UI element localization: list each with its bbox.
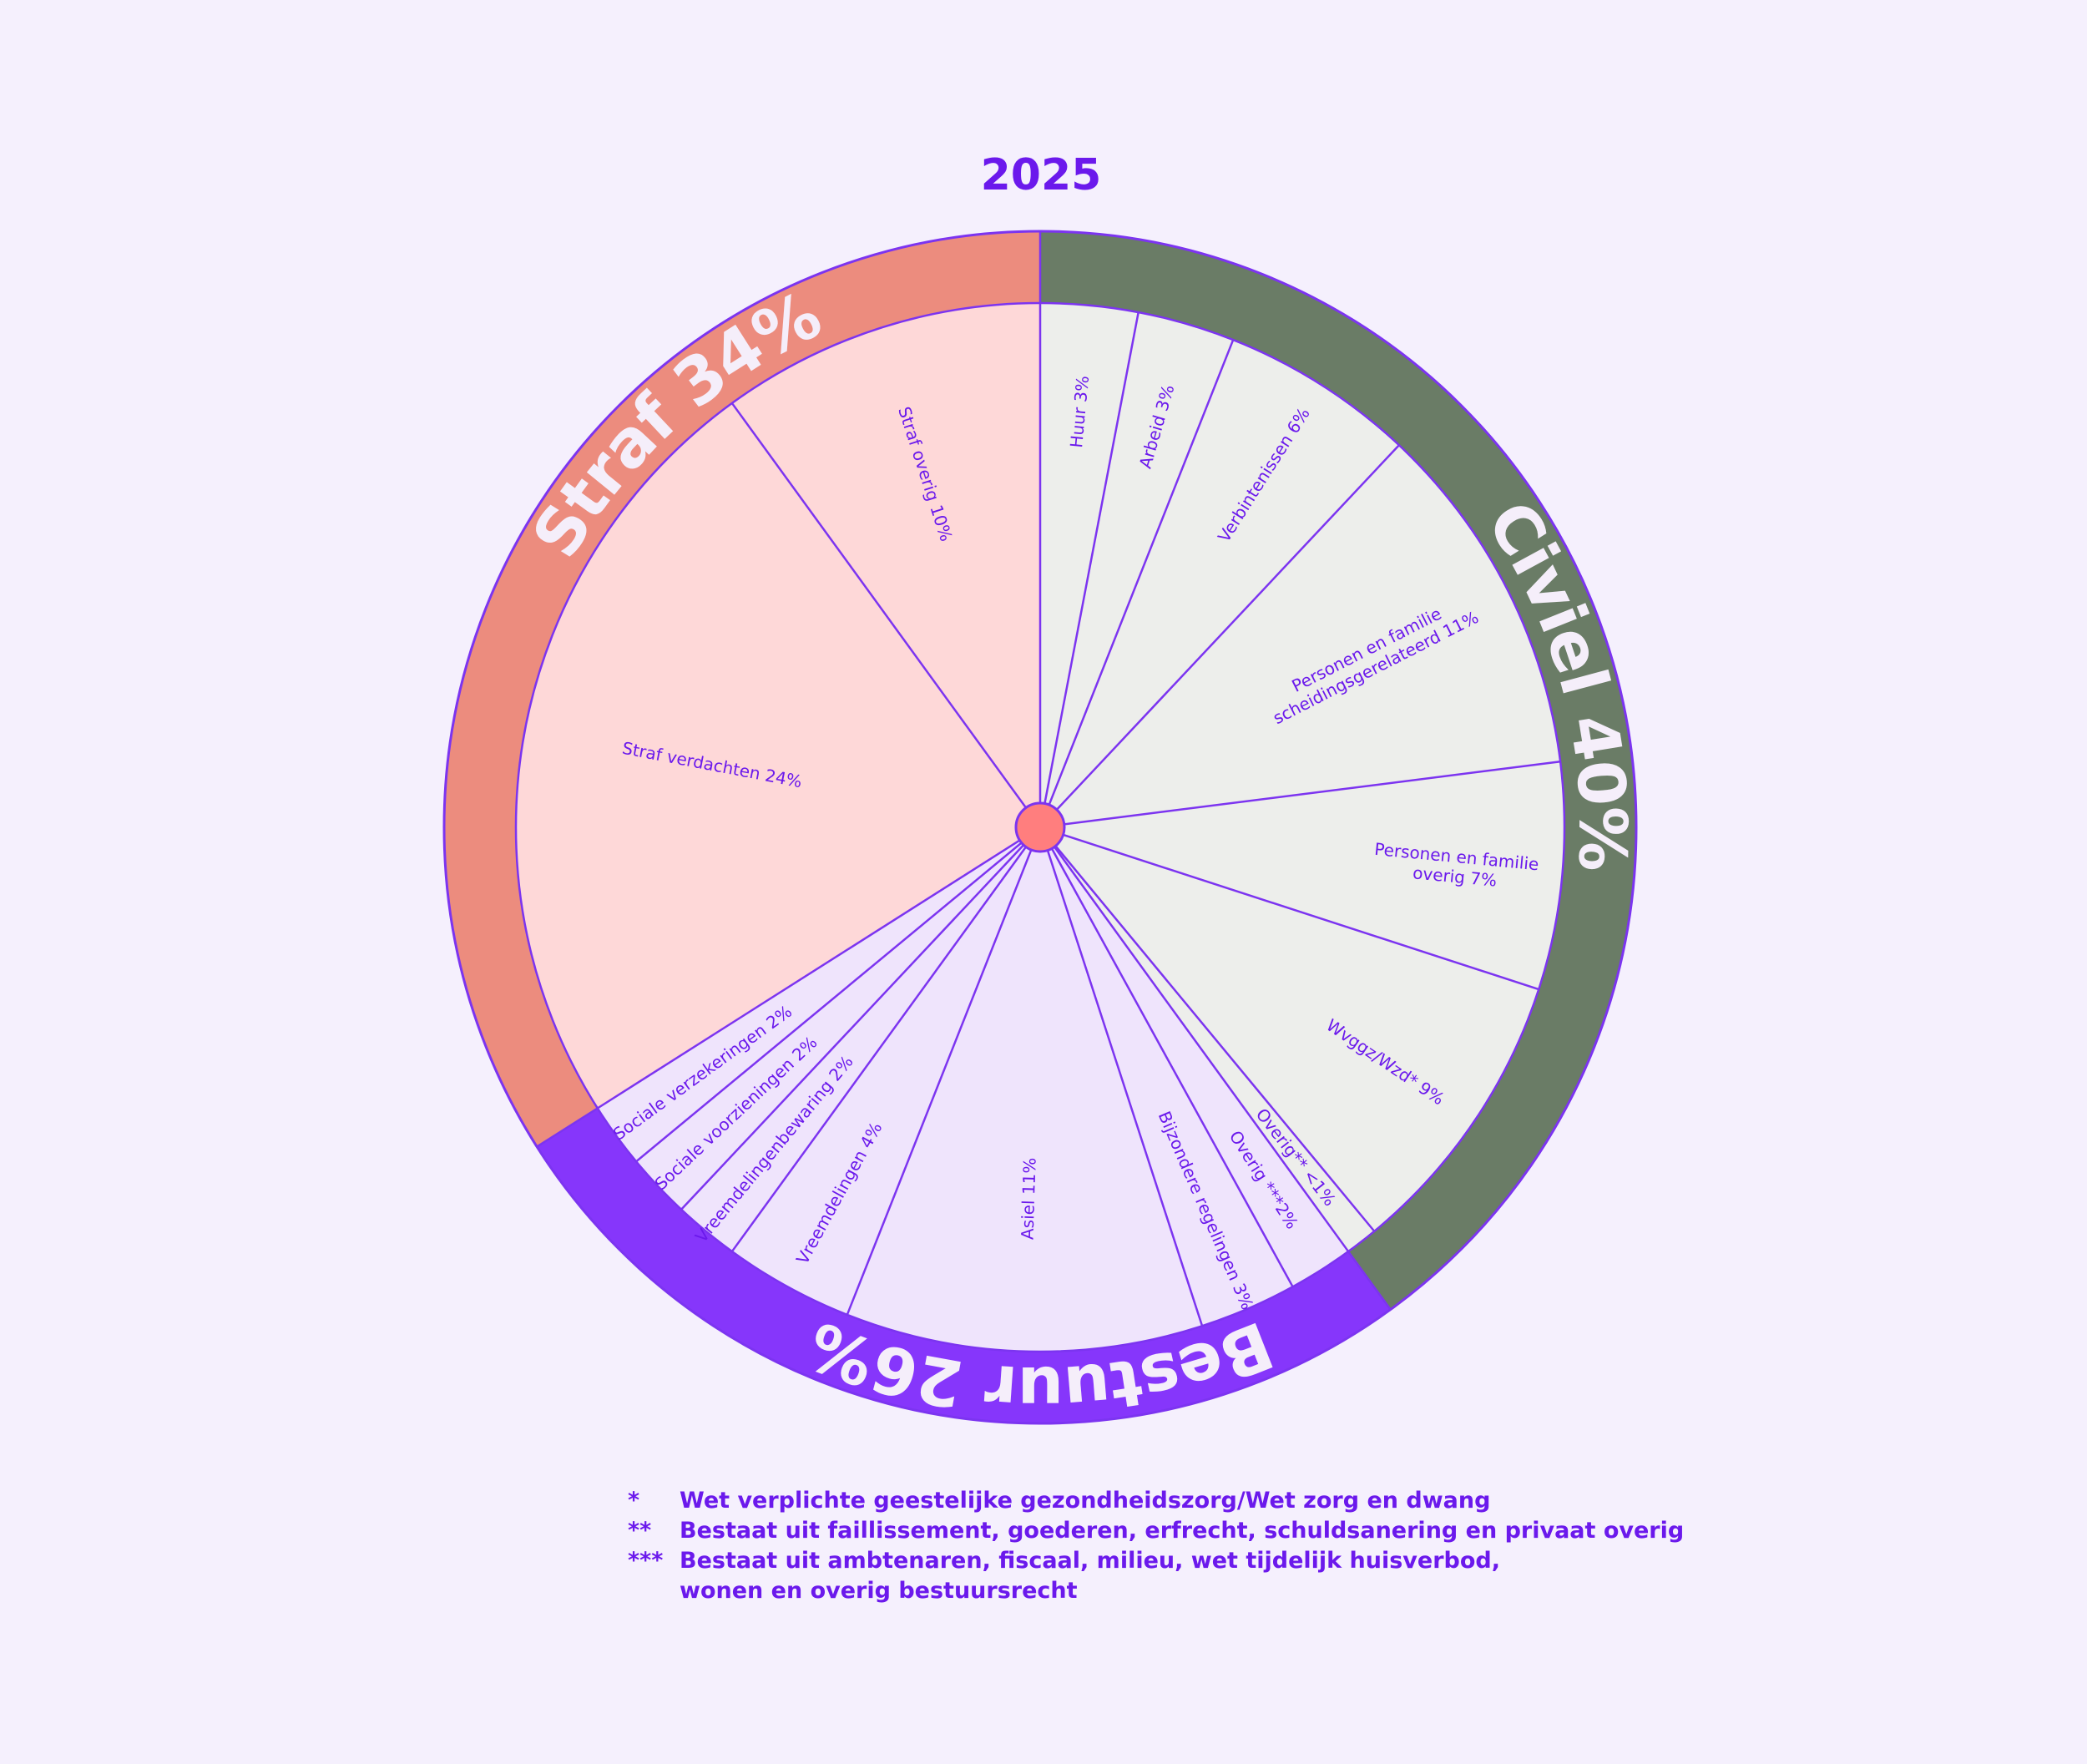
slice-divider (597, 839, 1021, 1109)
slice-divider (1055, 444, 1400, 811)
outer-outline (442, 230, 1638, 1425)
footnote-text: Bestaat uit ambtenaren, fiscaal, milieu,… (680, 1548, 1500, 1604)
slice-personen-en-familie-overig-7 (1040, 761, 1564, 990)
center-dot (1014, 801, 1066, 853)
group-divider (1347, 1251, 1392, 1311)
slice-divider (846, 849, 1033, 1316)
slice-divider (1048, 339, 1235, 806)
slice-wvggz-wzd-9 (1040, 827, 1539, 1231)
footnote-text: Bestaat uit faillissement, goederen, erf… (680, 1518, 1685, 1544)
footnote-3: *** Bestaat uit ambtenaren, fiscaal, mil… (628, 1546, 1684, 1606)
group-divider (536, 1107, 599, 1148)
slice-divider (1044, 311, 1140, 804)
slice-bijzondere-regelingen-3 (1040, 827, 1293, 1327)
slice-straf-verdachten-24 (516, 402, 1040, 1109)
slice-overig-2 (1040, 827, 1349, 1287)
slice-vreemdelingenbewaring-2 (681, 827, 1040, 1252)
group-ring-civiel (1040, 231, 1637, 1310)
slice-personen-en-familie-scheidingsgerelateerd-11 (1040, 445, 1561, 827)
slice-divider (680, 844, 1025, 1211)
slice-divider (1054, 846, 1350, 1252)
slice-divider (1063, 833, 1539, 991)
footnote-marker: * (628, 1488, 640, 1514)
slice-sociale-verzekeringen-2 (597, 827, 1040, 1162)
slice-sociale-voorzieningen-2 (636, 827, 1040, 1210)
slice-label-line: Asiel 11% (1017, 1157, 1039, 1240)
inner-outline (514, 301, 1566, 1353)
slice-divider (1064, 761, 1561, 826)
slice-divider (730, 846, 1027, 1252)
slice-asiel-11 (846, 827, 1203, 1352)
slice-divider (1046, 850, 1204, 1327)
group-ring-straf (444, 231, 1040, 1147)
slice-straf-overig-10 (731, 303, 1040, 827)
slice-divider (1054, 845, 1376, 1232)
footnote-1: * Wet verplichte geestelijke gezondheids… (628, 1486, 1684, 1516)
chart-title: 2025 (981, 150, 1102, 200)
group-ring-bestuur (537, 1108, 1391, 1423)
slice-verbintenissen-6 (1040, 340, 1399, 828)
slice-divider (635, 842, 1023, 1163)
slice-overig-1 (1040, 827, 1375, 1252)
footnote-marker: *** (628, 1548, 664, 1574)
slice-arbeid-3 (1040, 312, 1234, 827)
slice-divider (730, 402, 1027, 809)
slice-divider (1050, 847, 1294, 1287)
slice-label: Asiel 11% (1017, 1157, 1039, 1240)
footnote-2: ** Bestaat uit faillissement, goederen, … (628, 1516, 1684, 1546)
footnote-text: Wet verplichte geestelijke gezondheidszo… (680, 1488, 1491, 1514)
footnotes: * Wet verplichte geestelijke gezondheids… (628, 1486, 1684, 1606)
footnote-marker: ** (628, 1518, 652, 1544)
slice-vreemdelingen-4 (731, 827, 1040, 1315)
